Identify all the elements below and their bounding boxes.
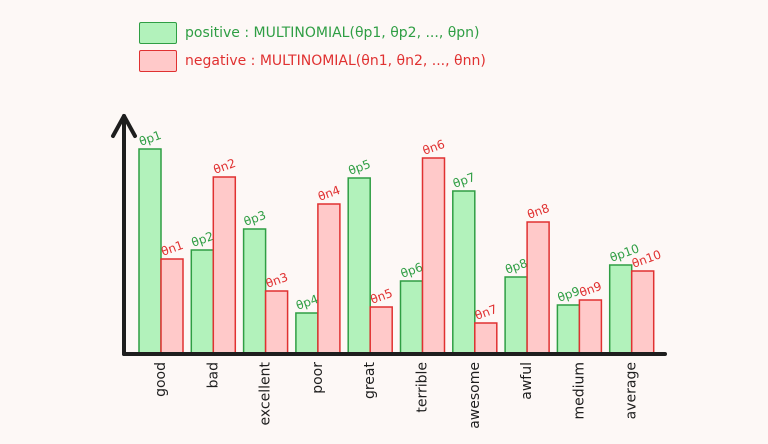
y-axis-arrow-icon	[111, 114, 137, 138]
legend-label-positive: positive : MULTINOMIAL(θp1, θp2, ..., θp…	[185, 25, 480, 41]
bar-negative	[630, 270, 655, 355]
bar-data-label: θn5	[368, 286, 394, 307]
bar-negative	[264, 290, 289, 355]
bar-negative	[212, 176, 237, 355]
bar-data-label: θp3	[242, 208, 268, 229]
bar-data-label: θp7	[451, 170, 477, 191]
bar-data-label: θn6	[421, 137, 447, 158]
x-tick-label: average	[624, 362, 640, 419]
bar-positive	[556, 304, 581, 355]
bar-negative	[578, 299, 603, 355]
bar-data-label: θp2	[190, 229, 216, 250]
bar-data-label: θp1	[137, 128, 163, 149]
bar-positive	[608, 264, 633, 355]
bar-data-label: θp5	[346, 157, 372, 178]
bar-positive	[190, 249, 215, 355]
legend-swatch-negative	[139, 50, 177, 72]
bar-data-label: θp8	[503, 256, 529, 277]
bar-negative	[421, 157, 446, 355]
x-tick-label: terrible	[415, 362, 431, 413]
bar-data-label: θn3	[264, 270, 290, 291]
bar-data-label: θn8	[525, 201, 551, 222]
bar-negative	[474, 322, 498, 355]
bar-negative	[369, 306, 393, 355]
legend-label-negative: negative : MULTINOMIAL(θn1, θn2, ..., θn…	[185, 53, 486, 69]
x-tick-label: great	[362, 362, 378, 400]
bar-data-label: θn4	[316, 183, 342, 204]
bar-negative	[160, 258, 184, 355]
x-tick-label: poor	[310, 362, 326, 394]
bar-data-label: θp4	[294, 292, 320, 313]
bar-data-label: θp6	[399, 260, 425, 281]
bar-positive	[452, 190, 476, 355]
x-tick-label: awful	[519, 362, 535, 400]
bar-negative	[317, 203, 341, 355]
bar-negative	[526, 221, 550, 355]
bar-data-label: θn7	[473, 302, 499, 323]
x-tick-label: good	[153, 362, 169, 397]
bar-data-label: θn1	[159, 238, 185, 259]
bar-positive	[504, 276, 528, 355]
legend-positive: positive : MULTINOMIAL(θp1, θp2, ..., θp…	[139, 22, 480, 44]
bar-positive	[138, 148, 162, 355]
x-tick-label: excellent	[258, 362, 274, 426]
legend-swatch-positive	[139, 22, 177, 44]
bar-positive	[295, 312, 319, 355]
legend-negative: negative : MULTINOMIAL(θn1, θn2, ..., θn…	[139, 50, 486, 72]
bar-data-label: θn2	[212, 156, 238, 177]
bar-positive	[242, 228, 267, 355]
bar-data-label: θn9	[578, 279, 604, 300]
x-tick-label: bad	[205, 362, 221, 388]
x-tick-label: medium	[571, 362, 587, 420]
x-tick-label: awesome	[467, 362, 483, 429]
bar-positive	[399, 280, 424, 355]
bar-positive	[347, 177, 371, 355]
